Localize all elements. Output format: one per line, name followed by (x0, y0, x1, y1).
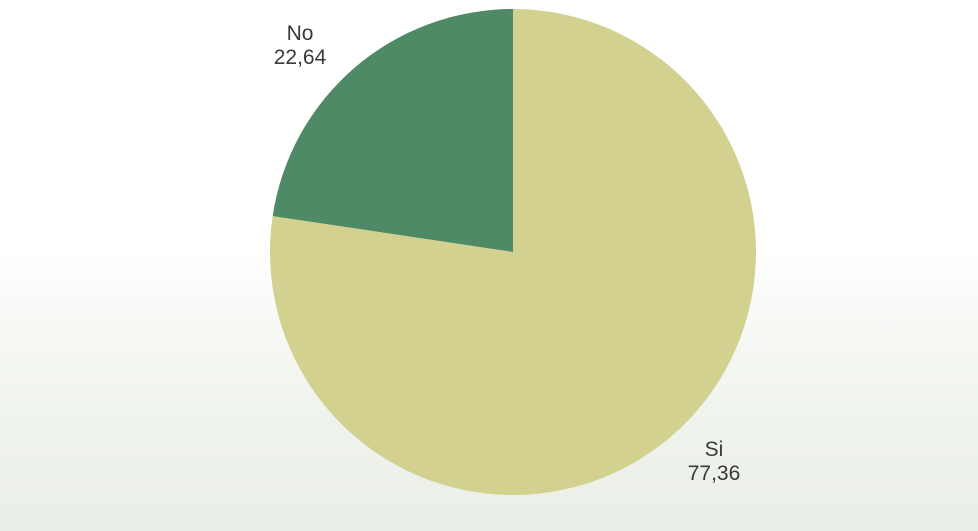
slice-value-no: 22,64 (274, 46, 327, 69)
pie-slice-si (270, 9, 756, 496)
slice-label-no: No (287, 22, 314, 45)
slice-label-si: Si (705, 438, 724, 461)
slice-value-si: 77,36 (688, 462, 741, 485)
pie-slices (270, 9, 756, 496)
pie-slice-no (272, 9, 513, 252)
